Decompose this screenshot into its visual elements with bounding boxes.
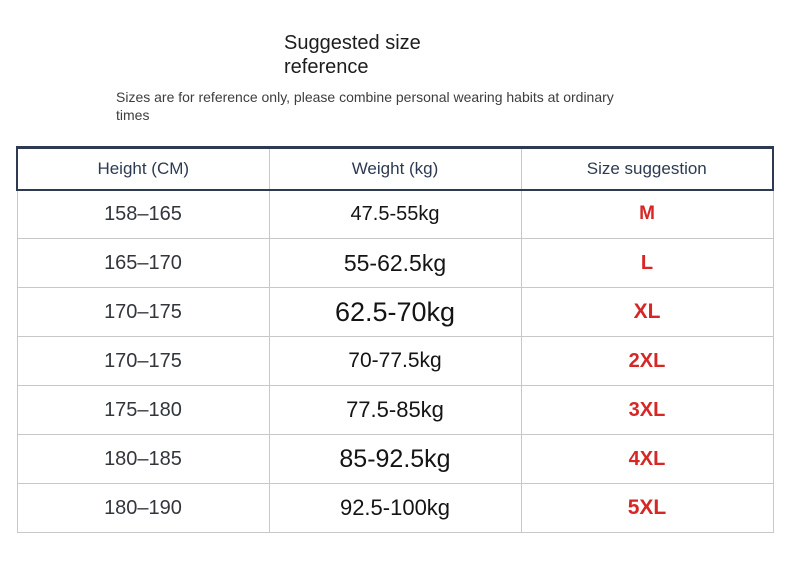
size-cell: XL — [520, 287, 774, 337]
size-reference-table: Height (CM) Weight (kg) Size suggestion … — [16, 146, 774, 533]
table-row: 165–170 55-62.5kg L — [16, 238, 774, 288]
height-cell: 170–175 — [16, 287, 270, 337]
page-subtitle: Sizes are for reference only, please com… — [116, 89, 614, 123]
page-title: Suggested size reference — [284, 32, 421, 78]
height-cell: 180–190 — [16, 483, 270, 533]
weight-cell: 55-62.5kg — [268, 238, 522, 288]
table-row: 180–185 85-92.5kg 4XL — [16, 434, 774, 484]
table-header-row: Height (CM) Weight (kg) Size suggestion — [16, 146, 774, 191]
col-header-height: Height (CM) — [16, 146, 270, 191]
size-cell: L — [520, 238, 774, 288]
table-row: 170–175 70-77.5kg 2XL — [16, 336, 774, 386]
weight-cell: 85-92.5kg — [268, 434, 522, 484]
size-cell: M — [520, 189, 774, 239]
table-row: 158–165 47.5-55kg M — [16, 189, 774, 239]
weight-cell: 62.5-70kg — [268, 287, 522, 337]
height-cell: 165–170 — [16, 238, 270, 288]
col-header-weight: Weight (kg) — [268, 146, 522, 191]
col-header-size: Size suggestion — [520, 146, 774, 191]
weight-cell: 70-77.5kg — [268, 336, 522, 386]
table-row: 175–180 77.5-85kg 3XL — [16, 385, 774, 435]
table-row: 180–190 92.5-100kg 5XL — [16, 483, 774, 533]
size-cell: 3XL — [520, 385, 774, 435]
height-cell: 180–185 — [16, 434, 270, 484]
height-cell: 170–175 — [16, 336, 270, 386]
size-cell: 2XL — [520, 336, 774, 386]
weight-cell: 77.5-85kg — [268, 385, 522, 435]
weight-cell: 92.5-100kg — [268, 483, 522, 533]
size-cell: 4XL — [520, 434, 774, 484]
weight-cell: 47.5-55kg — [268, 189, 522, 239]
height-cell: 158–165 — [16, 189, 270, 239]
table-row: 170–175 62.5-70kg XL — [16, 287, 774, 337]
size-cell: 5XL — [520, 483, 774, 533]
height-cell: 175–180 — [16, 385, 270, 435]
